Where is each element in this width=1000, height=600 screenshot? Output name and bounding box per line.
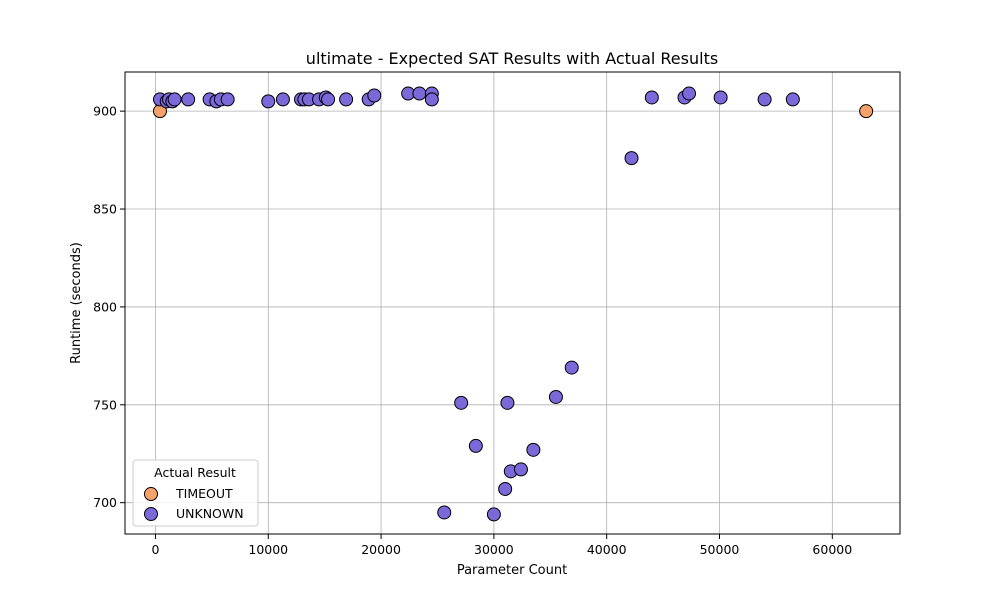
data-point-timeout <box>859 104 874 119</box>
data-point-unknown <box>412 86 427 101</box>
x-axis-ticks: 0 10000 20000 30000 40000 50000 60000 <box>151 534 852 557</box>
x-tick-label: 60000 <box>812 542 852 557</box>
data-point-unknown <box>564 360 579 375</box>
data-point-unknown <box>526 442 541 457</box>
legend-label-unknown: UNKNOWN <box>176 506 244 521</box>
data-point-unknown <box>424 92 439 107</box>
data-point-unknown <box>261 94 276 109</box>
data-point-unknown <box>513 462 528 477</box>
data-point-unknown <box>275 92 290 107</box>
x-tick-label: 40000 <box>587 542 627 557</box>
x-axis-label: Parameter Count <box>457 563 567 578</box>
y-tick-label: 750 <box>93 397 117 412</box>
legend-label-timeout: TIMEOUT <box>175 486 233 501</box>
x-tick-label: 50000 <box>700 542 740 557</box>
plot-frame <box>124 71 901 535</box>
x-tick-label: 30000 <box>474 542 514 557</box>
y-tick-label: 800 <box>93 299 117 314</box>
data-point-unknown <box>468 438 483 453</box>
data-point-unknown <box>220 92 235 107</box>
data-point-unknown <box>321 92 336 107</box>
legend-marker-unknown <box>144 507 158 521</box>
data-point-unknown <box>682 86 697 101</box>
y-tick-label: 850 <box>93 202 117 217</box>
data-point-unknown <box>486 507 501 522</box>
legend: Actual Result TIMEOUT UNKNOWN <box>132 459 259 527</box>
x-tick-label: 0 <box>151 542 159 557</box>
data-point-unknown <box>498 481 513 496</box>
legend-title: Actual Result <box>154 465 236 480</box>
data-point-unknown <box>167 92 182 107</box>
data-point-unknown <box>644 90 659 105</box>
data-point-unknown <box>437 505 452 520</box>
x-tick-label: 20000 <box>361 542 401 557</box>
data-point-unknown <box>757 92 772 107</box>
chart-title: ultimate - Expected SAT Results with Act… <box>306 49 718 68</box>
data-point-unknown <box>624 151 639 166</box>
data-point-unknown <box>785 92 800 107</box>
y-axis-ticks: 700 750 800 850 900 <box>93 104 125 510</box>
legend-marker-timeout <box>144 487 158 501</box>
data-point-unknown <box>181 92 196 107</box>
data-point-unknown <box>500 395 515 410</box>
data-point-unknown <box>548 389 563 404</box>
legend-box <box>132 459 259 527</box>
data-point-unknown <box>713 90 728 105</box>
data-point-unknown <box>339 92 354 107</box>
y-tick-label: 700 <box>93 495 117 510</box>
data-point-unknown <box>367 88 382 103</box>
data-point-unknown <box>454 395 469 410</box>
y-tick-label: 900 <box>93 104 117 119</box>
data-points <box>152 86 874 522</box>
x-tick-label: 10000 <box>248 542 288 557</box>
y-axis-label: Runtime (seconds) <box>69 242 84 364</box>
